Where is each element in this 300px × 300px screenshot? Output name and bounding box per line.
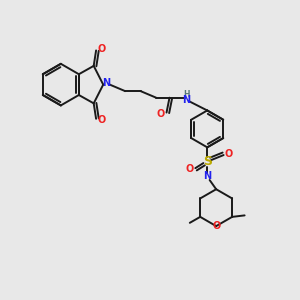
Text: O: O	[225, 149, 233, 159]
Text: O: O	[212, 221, 220, 231]
Text: N: N	[203, 172, 211, 182]
Text: O: O	[97, 44, 106, 54]
Text: N: N	[102, 78, 110, 88]
Text: H: H	[183, 90, 189, 99]
Text: O: O	[97, 115, 106, 125]
Text: O: O	[186, 164, 194, 174]
Text: S: S	[203, 155, 212, 168]
Text: O: O	[157, 109, 165, 119]
Text: N: N	[182, 95, 190, 105]
